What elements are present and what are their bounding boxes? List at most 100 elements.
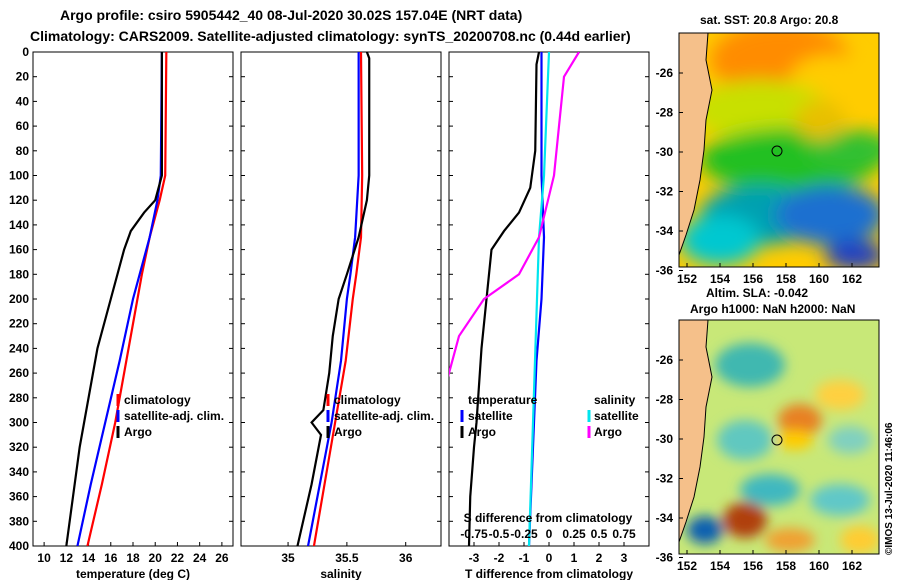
- map-y-tick-label: -26: [656, 66, 674, 80]
- series-line-climatology: [86, 52, 168, 546]
- map-x-tick-label: 162: [842, 272, 862, 286]
- map-y-tick-label: -34: [656, 224, 674, 238]
- map-y-tick-label: -36: [656, 551, 674, 565]
- series-line-argo: [65, 52, 163, 546]
- header-line2: Climatology: CARS2009. Satellite-adjuste…: [30, 28, 631, 44]
- imos-stamp: ©IMOS 13-Jul-2020 11:46:06: [884, 422, 895, 555]
- x-tick-label-temperature: 22: [171, 551, 185, 565]
- sla-map-title: Altim. SLA: -0.042: [706, 286, 808, 300]
- y-tick-label: 40: [16, 94, 30, 108]
- series-line-climatology: [312, 52, 364, 546]
- series-group-differences: [449, 52, 580, 546]
- map-y-tick-label: -34: [656, 511, 674, 525]
- y-tick-label: 220: [9, 317, 29, 331]
- x2-tick-label: 0.5: [591, 527, 608, 541]
- y-tick-label: 80: [16, 144, 30, 158]
- x2-tick-label: 0.25: [562, 527, 586, 541]
- map-x-tick-label: 152: [677, 559, 697, 573]
- x-tick-label-temperature: 26: [215, 551, 229, 565]
- legend-label-salinity: satellite-adj. clim.: [334, 409, 434, 423]
- legend-label-temperature: climatology: [124, 393, 191, 407]
- x-axis-label-differences: T difference from climatology: [465, 567, 633, 580]
- map-y-tick-label: -26: [656, 353, 674, 367]
- x-tick-label-temperature: 16: [104, 551, 118, 565]
- legend-label-t: Argo: [468, 425, 496, 439]
- x-tick-label-temperature: 14: [82, 551, 96, 565]
- map-x-tick-label: 156: [743, 272, 763, 286]
- legend-label-salinity: climatology: [334, 393, 401, 407]
- y-tick-label: 240: [9, 341, 29, 355]
- x-axis-label-salinity: salinity: [320, 567, 362, 580]
- x2-axis-label: S difference from climatology: [464, 511, 633, 525]
- sst-float-marker: [771, 145, 783, 157]
- map-x-tick-label: 158: [776, 559, 796, 573]
- y-tick-label: 180: [9, 267, 29, 281]
- y-tick-label: 320: [9, 440, 29, 454]
- series-line-satellite-adj-clim-: [306, 52, 360, 546]
- panel-salinity: 35 35.5 36 salinity: [240, 51, 442, 580]
- map-y-tick-label: -28: [656, 106, 674, 120]
- legend-label-s: salinity: [594, 393, 636, 407]
- legend-label-t: satellite: [468, 409, 513, 423]
- x-tick-label-differences: 1: [571, 551, 578, 565]
- legend-label-temperature: satellite-adj. clim.: [124, 409, 224, 423]
- y-tick-label: 380: [9, 514, 29, 528]
- y-tick-label: 20: [16, 70, 30, 84]
- map-x-tick-label: 154: [710, 559, 730, 573]
- x-tick-label-temperature: 24: [193, 551, 207, 565]
- y-tick-label: 340: [9, 465, 29, 479]
- map-x-tick-label: 158: [776, 272, 796, 286]
- series-group-temperature: [65, 52, 168, 546]
- panel-frame-differences: [448, 51, 650, 547]
- map-x-tick-label: 162: [842, 559, 862, 573]
- x-tick-label-temperature: 12: [60, 551, 74, 565]
- x-tick-label-differences: -1: [519, 551, 530, 565]
- legend-label-temperature: Argo: [124, 425, 152, 439]
- map-y-tick-label: -32: [656, 185, 674, 199]
- map-x-tick-label: 160: [809, 559, 829, 573]
- x-axis-label-temperature: temperature (deg C): [76, 567, 190, 580]
- legend-label-s: Argo: [594, 425, 622, 439]
- sla-map: Altim. SLA: -0.042 Argo h1000: NaN h2000…: [656, 286, 880, 573]
- map-x-tick-label: 156: [743, 559, 763, 573]
- panel-temperature: 10 12 14 16 18 20 22 24 26 temperature (deg C) 0 20…: [9, 45, 234, 580]
- y-tick-label: 60: [16, 119, 30, 133]
- x-tick-label-salinity: 36: [399, 551, 413, 565]
- y-tick-label: 300: [9, 416, 29, 430]
- panel-frame-salinity: [240, 51, 442, 547]
- y-tick-label: 0: [22, 45, 29, 59]
- map-y-tick-label: -36: [656, 264, 674, 278]
- map-x-tick-label: 160: [809, 272, 829, 286]
- x-tick-label-salinity: 35: [281, 551, 295, 565]
- x-tick-label-differences: 2: [596, 551, 603, 565]
- series-line-argo: [296, 52, 371, 546]
- series-line-s-argo: [449, 52, 580, 378]
- y-tick-label: 100: [9, 169, 29, 183]
- panel-differences: -3 -2 -1 0 1 2 3 T difference from climatology: [448, 51, 650, 580]
- map-y-tick-label: -32: [656, 472, 674, 486]
- x2-tick-label: 0: [546, 527, 553, 541]
- map-y-tick-label: -30: [656, 432, 674, 446]
- x2-tick-label: -0.5: [489, 527, 510, 541]
- series-group-salinity: [296, 52, 371, 546]
- map-y-tick-label: -28: [656, 393, 674, 407]
- legend-label-t: temperature: [468, 393, 538, 407]
- y-tick-label: 140: [9, 218, 29, 232]
- y-tick-label: 120: [9, 193, 29, 207]
- legend-label-salinity: Argo: [334, 425, 362, 439]
- x-tick-label-temperature: 20: [149, 551, 163, 565]
- x-tick-label-salinity: 35.5: [335, 551, 359, 565]
- map-x-tick-label: 154: [710, 272, 730, 286]
- y-tick-label: 360: [9, 490, 29, 504]
- series-line-t-argo: [467, 52, 541, 546]
- y-tick-label: 200: [9, 292, 29, 306]
- legend-label-s: satellite: [594, 409, 639, 423]
- y-tick-label: 280: [9, 391, 29, 405]
- y-tick-label: 260: [9, 366, 29, 380]
- header-line1: Argo profile: csiro 5905442_40 08-Jul-20…: [60, 7, 522, 23]
- x-tick-label-differences: 0: [546, 551, 553, 565]
- y-tick-label: 400: [9, 539, 29, 553]
- x-tick-label-differences: -2: [494, 551, 505, 565]
- x-tick-label-differences: 3: [621, 551, 628, 565]
